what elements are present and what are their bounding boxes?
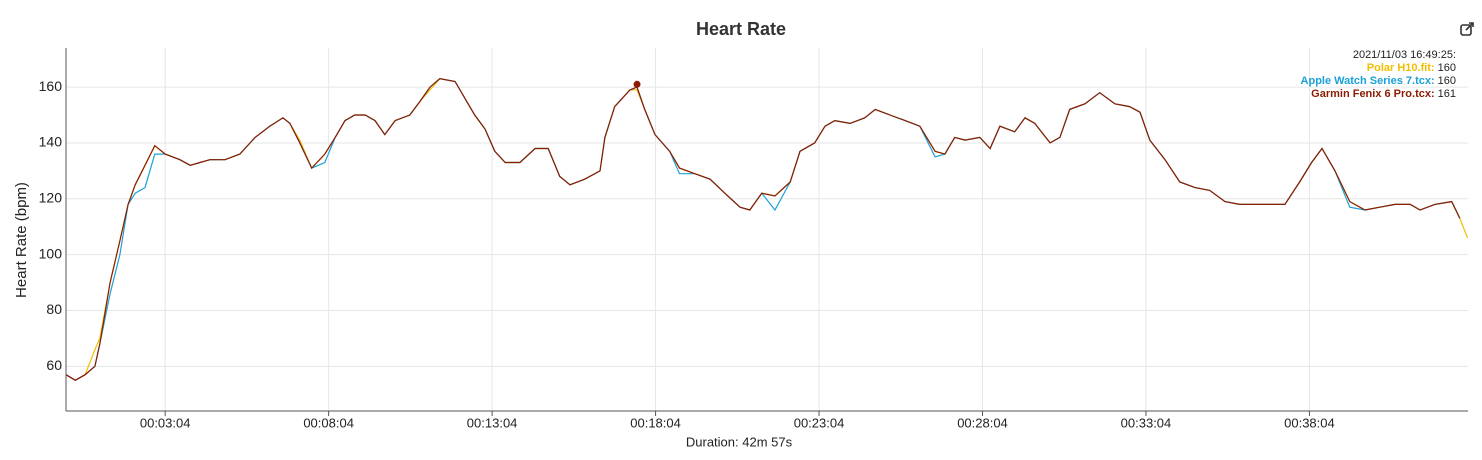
x-tick-label: 00:08:04 [303,415,354,430]
tooltip: 2021/11/03 16:49:25:Polar H10.fit: 160App… [633,49,1456,100]
tooltip-value: 160 [1438,62,1456,74]
tooltip-entry: Polar H10.fit: 160 [1367,62,1456,74]
y-tick-label: 160 [39,78,63,94]
y-axis-label: Heart Rate (bpm) [13,182,30,298]
series-line [65,78,1461,381]
chart-title: Heart Rate [696,19,786,39]
tooltip-value: 160 [1438,75,1456,87]
x-tick-label: 00:18:04 [630,415,681,430]
hover-marker [633,80,641,88]
icon-arrow [1465,22,1474,31]
series-line [65,78,1469,381]
y-tick-label: 80 [46,301,62,317]
tooltip-label: Apple Watch Series 7.tcx: [1301,75,1435,87]
x-tick-label: 00:28:04 [957,415,1008,430]
x-axis-label: Duration: 42m 57s [686,434,793,449]
y-tick-label: 60 [46,357,62,373]
series-line [65,78,1461,381]
x-tick-label: 00:23:04 [794,415,845,430]
x-tick-label: 00:03:04 [140,415,191,430]
x-tick-label: 00:38:04 [1284,415,1335,430]
x-tick-label: 00:33:04 [1121,415,1172,430]
tooltip-label: Garmin Fenix 6 Pro.tcx: [1311,88,1434,100]
x-tick-label: 00:13:04 [467,415,518,430]
lines [65,78,1469,381]
icon-box [1460,24,1472,36]
y-tick-label: 140 [39,134,63,150]
y-tick-label: 100 [39,245,63,261]
grid: 60 80 100 120 140 160 00:03:04 00:08:04 00:13:04… [39,48,1468,430]
tooltip-entry: Apple Watch Series 7.tcx: 160 [1301,75,1456,87]
tooltip-label: Polar H10.fit: [1367,62,1435,74]
tooltip-entry: Garmin Fenix 6 Pro.tcx: 161 [1311,88,1456,100]
tooltip-time: 2021/11/03 16:49:25: [1353,49,1456,61]
tooltip-value: 161 [1438,88,1456,100]
export-icon[interactable] [1460,22,1474,36]
y-tick-label: 120 [39,189,63,205]
